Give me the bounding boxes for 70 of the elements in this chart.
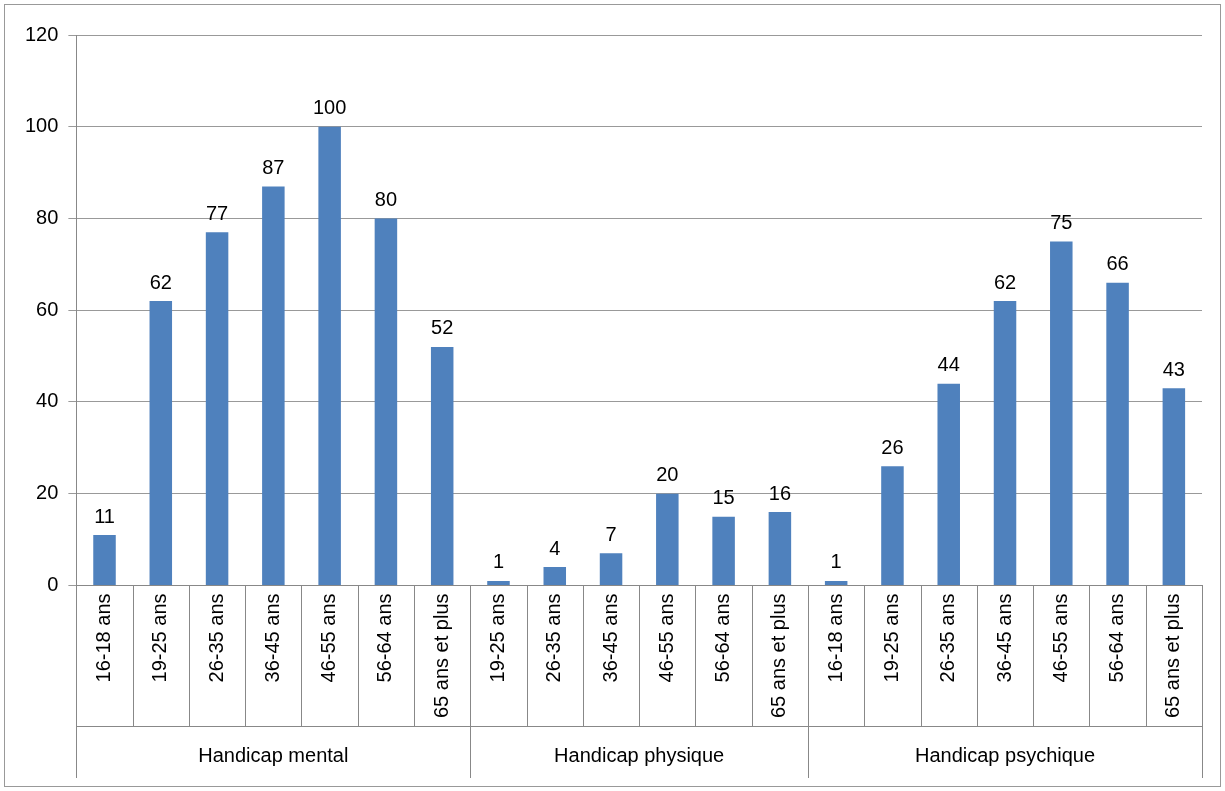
x-tick-label: 16-18 ans bbox=[92, 593, 115, 683]
data-label: 4 bbox=[549, 536, 561, 559]
data-label: 100 bbox=[312, 96, 347, 119]
data-label: 26 bbox=[881, 435, 904, 458]
bar bbox=[937, 383, 960, 585]
y-tick-label: 0 bbox=[47, 572, 59, 595]
data-label: 1 bbox=[830, 550, 842, 573]
bar bbox=[487, 580, 510, 585]
bar bbox=[656, 493, 679, 585]
bar bbox=[1106, 282, 1129, 585]
data-label: 80 bbox=[374, 188, 398, 211]
y-tick-label: 60 bbox=[36, 297, 59, 320]
data-label: 11 bbox=[94, 504, 115, 527]
data-label: 87 bbox=[262, 155, 285, 178]
x-tick-label: 65 ans et plus bbox=[429, 593, 452, 718]
x-tick-label: 26-35 ans bbox=[542, 593, 565, 683]
bar bbox=[543, 567, 567, 585]
text: Handicap physique bbox=[554, 743, 725, 766]
data-label: 66 bbox=[1106, 252, 1129, 275]
data-label: 1 bbox=[492, 550, 505, 573]
x-tick-label: 36-45 ans bbox=[598, 593, 621, 683]
bar bbox=[149, 301, 173, 585]
data-label: 62 bbox=[993, 270, 1017, 293]
x-tick-label: 56-64 ans bbox=[711, 593, 734, 683]
bar bbox=[599, 553, 623, 585]
data-label: 62 bbox=[149, 270, 172, 293]
bar bbox=[824, 580, 848, 585]
x-tick-label: 36-45 ans bbox=[992, 593, 1015, 683]
x-tick-label: 19-25 ans bbox=[486, 593, 508, 683]
bar bbox=[881, 466, 904, 585]
bar bbox=[1162, 388, 1186, 585]
y-tick-label: 80 bbox=[36, 206, 59, 229]
x-tick-label: 65 ans et plus bbox=[767, 593, 790, 718]
x-tick-label: 56-64 ans bbox=[373, 593, 396, 683]
y-tick-label: 40 bbox=[36, 389, 59, 412]
data-label: 77 bbox=[205, 201, 229, 224]
data-label: 16 bbox=[768, 481, 792, 504]
y-tick-label: 100 bbox=[24, 114, 59, 137]
bar bbox=[768, 512, 792, 585]
y-tick-label: 20 bbox=[36, 481, 59, 504]
x-tick-label: 36-45 ans bbox=[260, 593, 283, 683]
bar bbox=[1050, 241, 1073, 585]
bar bbox=[712, 516, 735, 585]
bar bbox=[205, 232, 229, 585]
bar bbox=[430, 346, 454, 585]
data-label: 7 bbox=[605, 522, 617, 545]
data-label: 75 bbox=[1050, 210, 1073, 233]
y-tick-label: 120 bbox=[24, 22, 59, 45]
data-label: 43 bbox=[1162, 357, 1185, 380]
text: Handicap mental bbox=[198, 743, 349, 766]
x-tick-label: 56-64 ans bbox=[1105, 593, 1128, 683]
bar bbox=[993, 301, 1017, 585]
data-label: 20 bbox=[656, 463, 679, 486]
x-tick-label: 19-25 ans bbox=[879, 593, 902, 683]
x-tick-label: 26-35 ans bbox=[936, 593, 959, 683]
data-label: 44 bbox=[937, 353, 960, 376]
text: Handicap psychique bbox=[914, 743, 1096, 766]
bar bbox=[93, 535, 116, 585]
x-tick-label: 19-25 ans bbox=[148, 593, 171, 683]
x-tick-label: 16-18 ans bbox=[823, 593, 846, 683]
data-label: 52 bbox=[431, 316, 454, 339]
x-tick-label: 46-55 ans bbox=[654, 593, 677, 683]
x-tick-label: 46-55 ans bbox=[1048, 593, 1071, 683]
x-tick-label: 65 ans et plus bbox=[1161, 593, 1184, 718]
bar bbox=[318, 126, 341, 585]
bar bbox=[374, 218, 398, 585]
x-tick-label: 26-35 ans bbox=[204, 593, 227, 683]
bar bbox=[262, 186, 285, 585]
x-tick-label: 46-55 ans bbox=[317, 593, 340, 683]
data-label: 15 bbox=[712, 486, 735, 509]
